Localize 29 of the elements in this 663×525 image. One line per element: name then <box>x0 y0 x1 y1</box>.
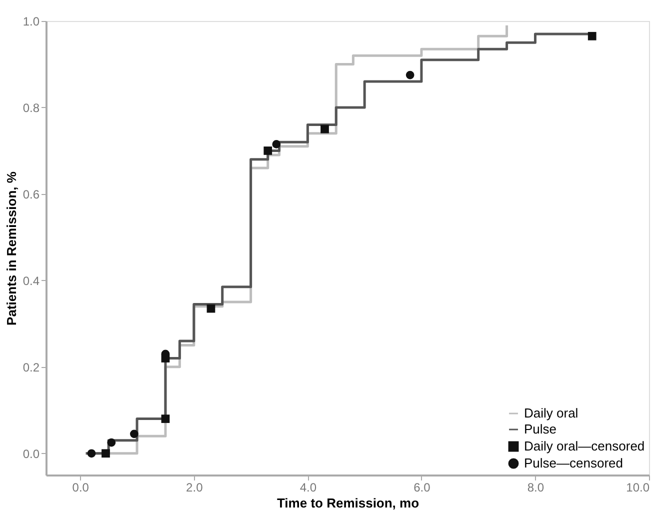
point <box>130 430 138 438</box>
legend-label: Pulse—censored <box>524 456 623 470</box>
x-tick-label: 0.0 <box>72 480 90 494</box>
legend-label: Daily oral—censored <box>524 438 645 454</box>
point <box>406 70 414 80</box>
y-tick-label: 0.6 <box>22 187 40 202</box>
x-axis-title: Time to Remission, mo <box>276 496 420 510</box>
point <box>206 304 216 313</box>
point <box>102 449 110 458</box>
x-tick-label: 4.0 <box>300 480 317 494</box>
y-tick-label: 1.0 <box>22 14 40 28</box>
legend-label: Daily oral <box>524 406 578 420</box>
y-tick-label: 0.0 <box>22 446 40 461</box>
y-tick-label: 0.2 <box>22 360 40 374</box>
point <box>161 414 170 423</box>
x-tick-label: 2.0 <box>186 480 204 494</box>
x-tick-label: 8.0 <box>527 480 544 494</box>
y-axis-title: Patients in Remission, % <box>4 171 19 326</box>
point <box>264 146 272 155</box>
point <box>107 438 116 447</box>
point <box>87 449 96 458</box>
point <box>272 140 281 148</box>
point <box>320 124 329 134</box>
y-tick-label: 0.4 <box>22 274 40 288</box>
point <box>588 32 596 40</box>
x-tick-label: 6.0 <box>414 480 431 494</box>
y-tick-label: 0.8 <box>22 100 40 115</box>
x-tick-label: 10.0 <box>626 480 650 494</box>
legend-label: Pulse <box>524 422 557 436</box>
